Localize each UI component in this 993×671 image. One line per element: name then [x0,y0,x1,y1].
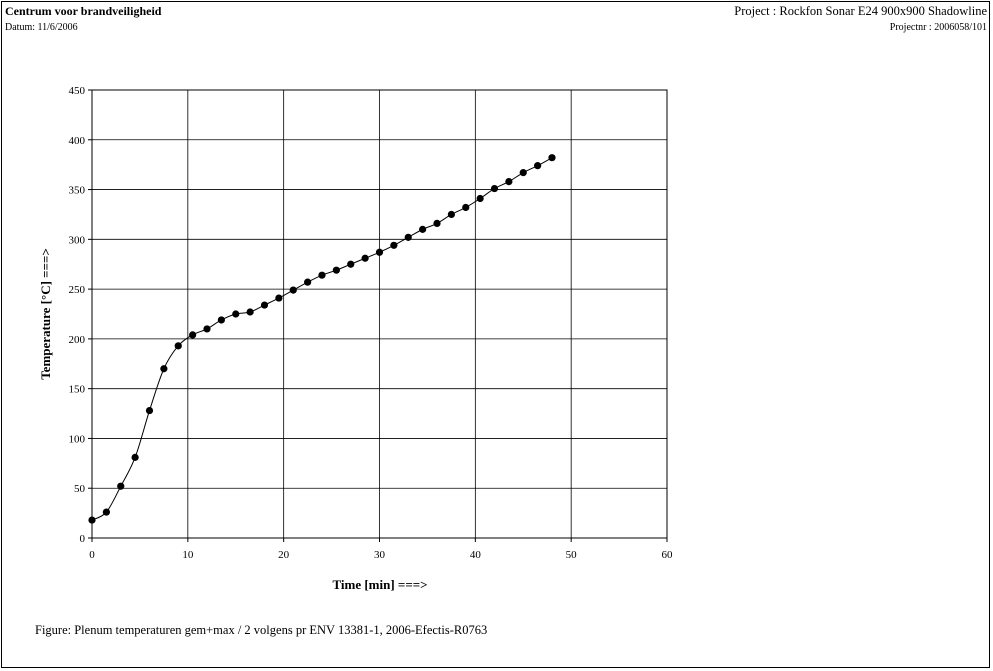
data-point [534,162,542,170]
data-point [117,482,125,490]
y-tick-label: 400 [69,135,86,147]
data-point [275,294,283,302]
y-tick-label: 450 [69,85,86,97]
data-point [505,177,513,186]
header-date: Datum: 11/6/2006 [5,22,78,33]
y-tick-label: 300 [69,234,86,246]
y-tick-label: 200 [69,334,86,346]
data-point [131,453,139,461]
data-point [318,271,326,279]
data-point [462,203,470,212]
data-point [189,331,197,339]
data-point [260,301,269,309]
data-point [490,184,499,193]
y-tick-label: 350 [69,185,86,197]
x-tick-label: 20 [278,549,290,561]
data-point [548,154,556,162]
data-point [419,225,427,233]
data-point [375,248,384,256]
data-point [433,219,441,228]
header-project-number: Projectnr : 2006058/101 [889,22,987,33]
y-tick-label: 150 [69,384,86,396]
data-point [390,241,398,249]
x-tick-label: 10 [182,549,194,561]
x-tick-label: 60 [662,549,674,561]
y-tick-label: 100 [69,433,86,445]
y-axis-label: Temperature [°C] ===> [38,248,53,380]
y-tick-labels: 0 50 100 150 200 250 300 350 400 450 [69,85,86,545]
plot-area-border [91,89,668,539]
data-point [476,194,484,203]
y-tick-label: 0 [80,533,86,545]
x-tick-label: 30 [374,549,386,561]
data-point [332,266,340,274]
data-point [232,310,240,318]
x-tick-label: 40 [470,549,482,561]
data-point [102,508,110,516]
data-point [347,260,355,268]
gridlines [88,89,668,542]
data-point [203,325,211,333]
data-point [404,233,412,241]
data-point [88,516,96,524]
header-title: Centrum voor brandveiligheid [5,4,162,18]
data-point [304,278,312,286]
data-point [289,286,297,294]
y-tick-label: 250 [69,284,86,296]
data-point [160,365,168,373]
data-point [145,406,154,415]
x-axis-label: Time [min] ===> [332,577,427,592]
series-layer [88,154,556,524]
x-tick-labels: 0 10 20 30 40 50 60 [89,549,673,561]
header-project: Project : Rockfon Sonar E24 900x900 Shad… [734,4,987,18]
data-point [519,169,527,177]
x-tick-label: 0 [89,549,95,561]
y-tick-label: 50 [74,483,86,495]
data-point [217,316,225,324]
data-point [246,308,254,316]
data-point [447,210,455,219]
data-point [361,254,369,262]
data-point [174,342,182,350]
figure-caption: Figure: Plenum temperaturen gem+max / 2 … [35,623,488,637]
x-tick-label: 50 [566,549,578,561]
